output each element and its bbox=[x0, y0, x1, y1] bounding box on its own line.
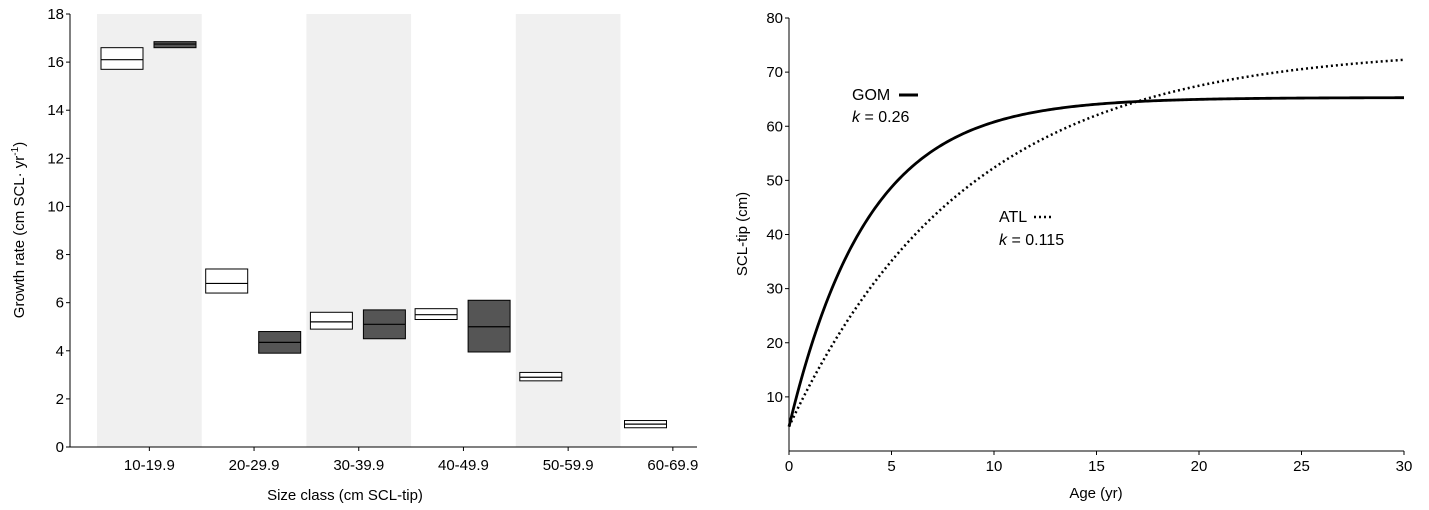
x-tick-label: 10-19.9 bbox=[124, 457, 175, 474]
y-tick-label: 60 bbox=[766, 118, 783, 135]
growth-curve-chart: 10 20 30 40 50 60 70 80 0 5 10 15 20 25 30 GOM k = 0.… bbox=[734, 10, 1412, 502]
shaded-band bbox=[306, 14, 412, 447]
axes bbox=[69, 14, 697, 448]
x-tick-label: 30-39.9 bbox=[333, 457, 384, 474]
y-tick-label: 70 bbox=[766, 64, 783, 81]
y-tick-label: 30 bbox=[766, 281, 783, 298]
curve-atl bbox=[787, 58, 1405, 428]
box bbox=[205, 268, 249, 294]
x-tick-label: 50-59.9 bbox=[543, 457, 594, 474]
box bbox=[309, 311, 353, 330]
shaded-band bbox=[97, 14, 202, 447]
box bbox=[414, 308, 458, 321]
x-tick-label: 25 bbox=[1293, 458, 1310, 475]
y-tick-label: 0 bbox=[56, 439, 64, 456]
atl-label: ATL bbox=[999, 209, 1027, 226]
box bbox=[467, 299, 511, 353]
y-tick-label: 80 bbox=[766, 10, 783, 27]
x-tick-label: 20-29.9 bbox=[229, 457, 280, 474]
curves bbox=[787, 58, 1405, 428]
x-axis-title: Size class (cm SCL-tip) bbox=[267, 487, 423, 504]
gom-label: GOM bbox=[852, 87, 890, 104]
y-tick-label: 10 bbox=[47, 198, 64, 215]
growth-rate-boxplot: 0 2 4 6 8 10 12 14 16 18 10-19.9 20-29.9 30-39.9 40-… bbox=[10, 6, 698, 504]
x-tick-label: 15 bbox=[1088, 458, 1105, 475]
x-tick-label: 60-69.9 bbox=[647, 457, 698, 474]
boxes bbox=[100, 41, 667, 429]
y-tick-label: 4 bbox=[56, 343, 64, 360]
y-tick-label: 14 bbox=[47, 102, 64, 119]
box bbox=[100, 47, 144, 70]
box bbox=[153, 41, 197, 49]
x-axis-title: Age (yr) bbox=[1069, 485, 1122, 502]
y-tick-label: 16 bbox=[47, 54, 64, 71]
box bbox=[519, 371, 563, 382]
x-tick-label: 0 bbox=[785, 458, 793, 475]
y-ticks: 0 2 4 6 8 10 12 14 16 18 bbox=[47, 6, 70, 456]
gom-k-label: k = 0.26 bbox=[852, 109, 909, 126]
x-ticks: 10-19.9 20-29.9 30-39.9 40-49.9 50-59.9 60-69… bbox=[124, 447, 698, 474]
x-ticks: 0 5 10 15 20 25 30 bbox=[785, 451, 1413, 475]
shaded-bands bbox=[97, 14, 621, 447]
axes bbox=[788, 18, 1404, 452]
x-tick-label: 10 bbox=[986, 458, 1003, 475]
y-tick-label: 50 bbox=[766, 172, 783, 189]
shaded-band bbox=[515, 14, 621, 447]
x-tick-label: 20 bbox=[1191, 458, 1208, 475]
curve-gom bbox=[787, 96, 1404, 427]
y-axis-title: SCL-tip (cm) bbox=[734, 192, 751, 276]
atl-k-label: k = 0.115 bbox=[999, 232, 1064, 249]
y-axis-title: Growth rate (cm SCL· yr-1) bbox=[10, 142, 28, 318]
y-tick-label: 40 bbox=[766, 227, 783, 244]
y-tick-label: 6 bbox=[56, 295, 64, 312]
x-tick-label: 40-49.9 bbox=[438, 457, 489, 474]
x-tick-label: 30 bbox=[1396, 458, 1413, 475]
y-tick-label: 2 bbox=[56, 391, 64, 408]
y-ticks: 10 20 30 40 50 60 70 80 bbox=[766, 10, 789, 406]
x-tick-label: 5 bbox=[887, 458, 895, 475]
y-tick-label: 12 bbox=[47, 150, 64, 167]
y-tick-label: 8 bbox=[56, 247, 64, 264]
y-tick-label: 18 bbox=[47, 6, 64, 23]
y-tick-label: 20 bbox=[766, 335, 783, 352]
y-tick-label: 10 bbox=[766, 389, 783, 406]
